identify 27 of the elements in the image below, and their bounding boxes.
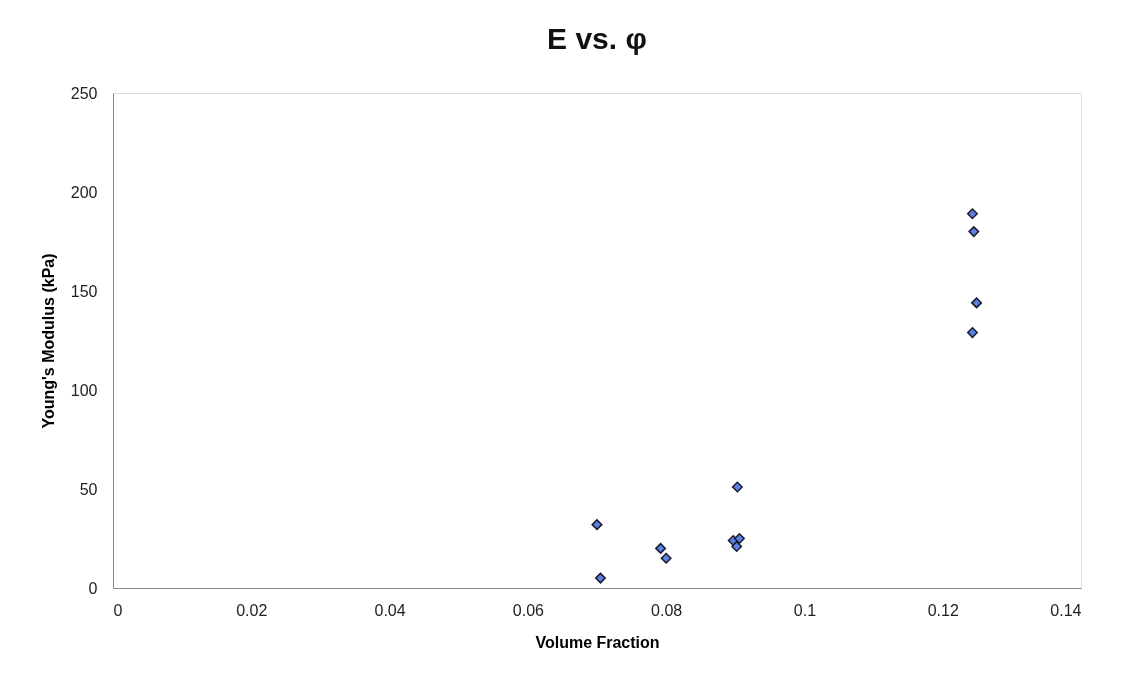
chart-title: E vs. φ: [547, 22, 647, 55]
point: [594, 572, 606, 584]
point: [971, 297, 983, 309]
x-tick-label: 0.08: [651, 601, 683, 619]
point: [966, 327, 978, 339]
y-tick-label: 0: [88, 579, 98, 597]
point: [968, 226, 980, 238]
y-axis-title: Young's Modulus (kPa): [39, 253, 57, 429]
x-tick-label: 0.14: [1050, 601, 1082, 619]
point: [966, 208, 978, 220]
point: [655, 542, 667, 554]
point: [731, 481, 743, 493]
y-tick-label: 150: [70, 282, 98, 300]
y-tick-label: 200: [70, 183, 98, 201]
x-tick-label: 0: [113, 601, 123, 619]
x-tick-label: 0.04: [374, 601, 406, 619]
x-tick-label: 0.1: [793, 601, 817, 619]
y-tick-label: 100: [70, 381, 98, 399]
point: [731, 540, 743, 552]
x-tick-label: 0.12: [927, 601, 959, 619]
x-tick-label: 0.02: [236, 601, 268, 619]
point: [660, 552, 672, 564]
x-tick-label: 0.06: [512, 601, 545, 619]
point: [591, 519, 603, 531]
y-tick-label: 250: [70, 84, 98, 102]
y-tick-label: 50: [79, 480, 98, 498]
x-axis-title: Volume Fraction: [535, 633, 660, 651]
